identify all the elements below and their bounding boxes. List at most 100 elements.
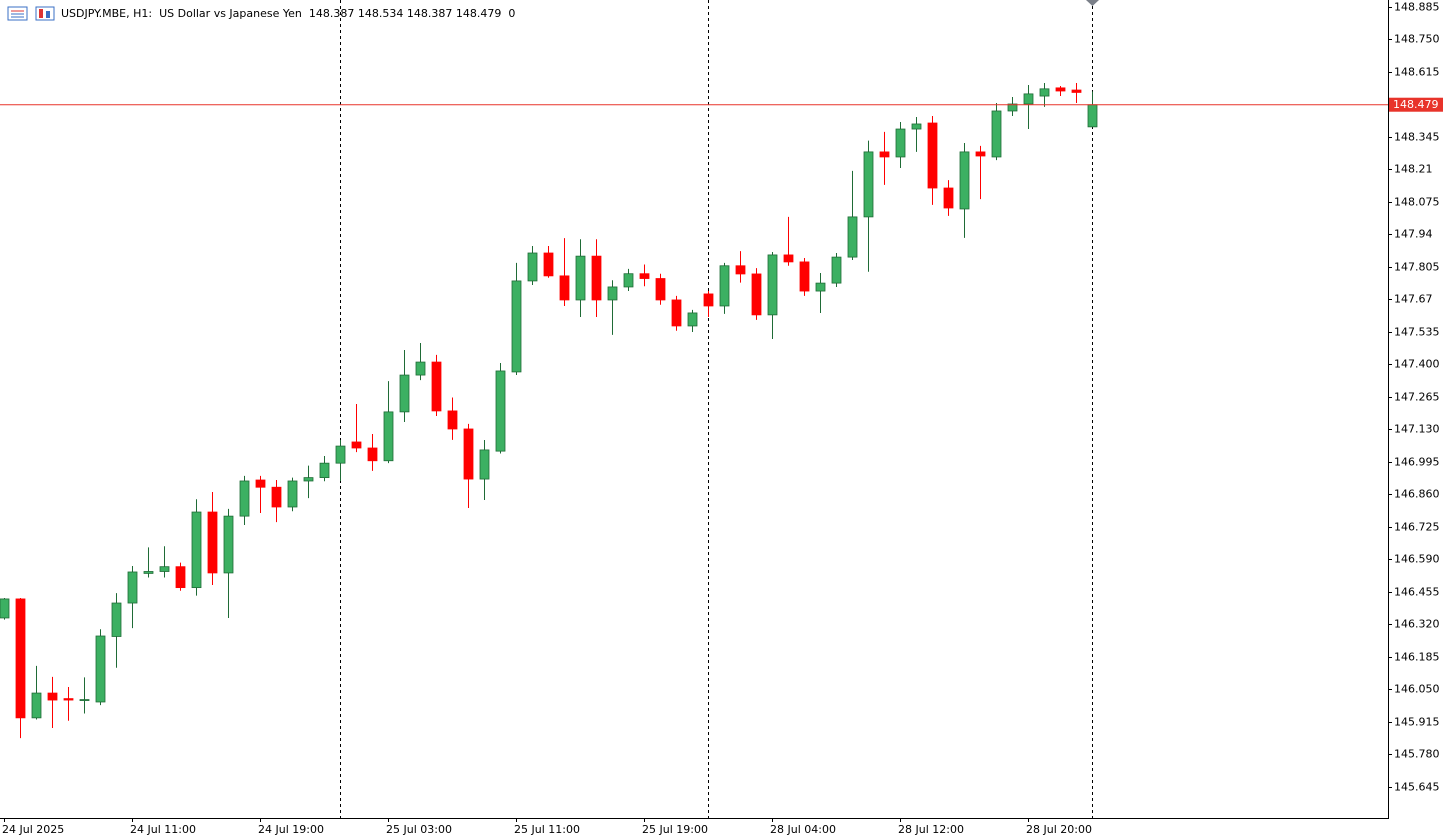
candle-body [591,255,602,301]
candle-body [527,252,538,282]
candle-body [543,252,554,277]
volume: 0 [508,7,515,20]
candle-body [783,254,794,263]
ohlc-high: 148.534 [358,7,404,20]
candle-body [15,598,26,719]
y-tick-label: 147.130 [1394,423,1440,436]
y-tick-label: 147.805 [1394,261,1440,274]
candle-body [191,511,202,589]
x-tick-label: 28 Jul 20:00 [1026,823,1092,836]
candle-body [719,265,730,307]
candle-body [671,299,682,327]
candle-body [495,370,506,452]
x-tick-label: 25 Jul 19:00 [642,823,708,836]
y-tick-label: 148.345 [1394,131,1440,144]
y-tick-label: 147.67 [1394,293,1433,306]
separators [340,0,1093,818]
candle-body [383,411,394,462]
symbol: USDJPY.MBE, H1: [61,7,152,20]
candle-body [863,151,874,218]
candle-body [639,273,650,279]
candle-body [239,480,250,517]
candle-body [303,477,314,482]
candle-body [335,445,346,464]
candle-body [0,598,10,619]
y-tick-label: 146.050 [1394,683,1440,696]
candle-body [815,282,826,292]
candle-body [895,128,906,158]
y-tick-label: 148.750 [1394,33,1440,46]
shift-marker[interactable] [1086,0,1099,6]
candle-body [975,151,986,157]
ohlc-close: 148.479 [456,7,502,20]
icon-bar [39,9,43,18]
y-tick-label: 148.075 [1394,196,1440,209]
y-tick-label: 145.915 [1394,716,1440,729]
candles [0,83,1388,739]
y-tick-label: 147.265 [1394,391,1440,404]
candle-body [687,312,698,327]
candle-body [447,410,458,430]
y-tick-label: 146.860 [1394,488,1440,501]
candle-body [911,123,922,130]
x-tick-label: 28 Jul 04:00 [770,823,836,836]
y-tick-label: 146.590 [1394,553,1440,566]
y-tick-label: 145.780 [1394,748,1440,761]
y-tick-label: 148.615 [1394,66,1440,79]
candle-body [463,428,474,480]
candle-body [927,122,938,189]
price-label: 148.479 [1393,98,1439,111]
y-tick-label: 148.885 [1394,1,1440,14]
candle-body [831,256,842,284]
candle-body [575,255,586,301]
candle-body [399,374,410,413]
y-tick-label: 146.185 [1394,651,1440,664]
candle-body [943,187,954,209]
x-tick-label: 28 Jul 12:00 [898,823,964,836]
candle-body [767,254,778,316]
candle-body [847,216,858,258]
candle-body [1071,89,1082,93]
candle-body [703,293,714,307]
y-tick-label: 146.995 [1394,456,1440,469]
candle-body [223,515,234,574]
candle-body [559,275,570,301]
candle-body [959,151,970,210]
candle-body [879,151,890,158]
ohlc-low: 148.387 [407,7,453,20]
candle-body [47,692,58,701]
y-tick-label: 145.645 [1394,781,1440,794]
candle-body [159,566,170,572]
candle-body [655,278,666,301]
candle-body [1023,93,1034,105]
y-tick-label: 146.725 [1394,521,1440,534]
candle-body [319,462,330,479]
candle-body [255,479,266,488]
ohlc-open: 148.387 [309,7,355,20]
candle-body [1055,87,1066,92]
x-tick-label: 25 Jul 03:00 [386,823,452,836]
header-text: USDJPY.MBE, H1: US Dollar vs Japanese Ye… [61,7,515,20]
icon-bar [46,11,50,18]
candle-body [287,480,298,508]
candle-body [367,447,378,462]
y-tick-label: 147.535 [1394,326,1440,339]
candle-body [623,273,634,288]
candle-body [31,692,42,719]
candle-body [511,280,522,373]
candle-body [991,110,1002,158]
candle-body [143,571,154,574]
candle-body [207,511,218,574]
candle-body [415,361,426,376]
y-tick-label: 147.400 [1394,358,1440,371]
candle-body [431,361,442,412]
x-tick-label: 24 Jul 2025 [2,823,64,836]
candle-body [799,261,810,292]
candle-body [735,265,746,275]
candle-body [607,286,618,301]
candle-body [751,273,762,316]
chart-icon[interactable] [35,6,55,21]
candle-body [351,441,362,449]
